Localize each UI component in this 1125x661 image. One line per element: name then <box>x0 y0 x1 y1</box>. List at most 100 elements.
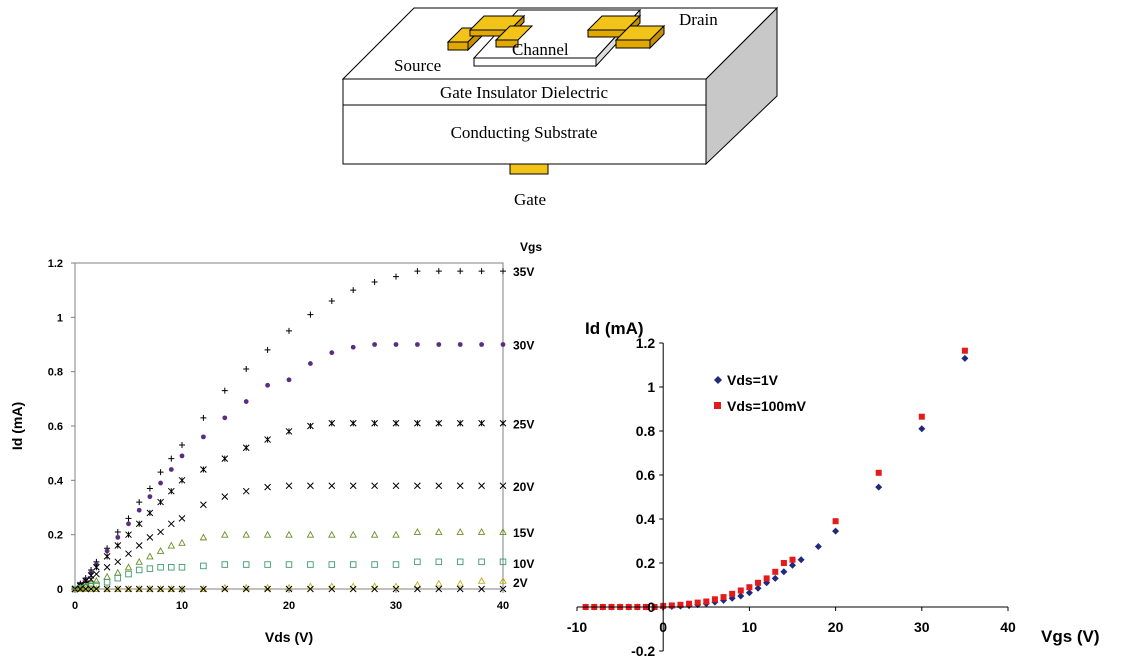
left-series-6-point <box>477 576 486 584</box>
right-series-1-point <box>694 599 701 606</box>
right-series-0-point <box>771 574 779 582</box>
left-series-3-point <box>435 482 443 490</box>
x-tick-label: 10 <box>742 619 758 635</box>
right-series-0-point <box>918 425 926 433</box>
left-series-2-point <box>349 419 357 427</box>
right-series-0-point <box>754 584 762 592</box>
left-series-6-point <box>146 585 154 592</box>
left-series-4-point <box>392 530 400 538</box>
left-series-5-point <box>146 565 154 572</box>
left-series-3-point <box>103 563 111 571</box>
right-series-1-point <box>703 598 710 605</box>
left-series-4-point <box>477 528 486 535</box>
left-series-4-point <box>124 563 133 571</box>
left-series-3-point <box>349 482 357 490</box>
left-series-7-point <box>82 585 90 593</box>
left-series-2-point <box>392 419 400 427</box>
right-series-1-point <box>772 568 779 575</box>
left-series-6-point <box>92 585 101 592</box>
left-series-0-point <box>221 387 228 394</box>
left-series-4-point <box>221 530 229 538</box>
left-series-4-point <box>306 530 315 538</box>
label-source: Source <box>394 56 441 75</box>
left-series-4-point <box>167 541 176 549</box>
right-series-1-point <box>737 587 744 594</box>
left-series-1-point <box>286 377 292 383</box>
y-tick-label: 0.8 <box>636 423 656 439</box>
y-tick-label: 0.2 <box>48 530 63 542</box>
left-series-3-point <box>264 483 271 491</box>
left-series-6-point <box>81 585 90 592</box>
left-series-0-point <box>393 273 399 280</box>
left-series-7-point <box>114 585 122 593</box>
left-series-2-point <box>93 563 100 571</box>
left-series-6-point <box>103 585 111 592</box>
left-series-5-point <box>114 574 122 582</box>
source-contact <box>446 14 534 52</box>
right-series-1-point <box>780 560 787 566</box>
legend-marker-vds-100mv <box>714 402 721 409</box>
y-tick-label: 1 <box>57 312 63 324</box>
y-tick-label: 1 <box>647 379 655 395</box>
left-series-7-point <box>221 585 229 593</box>
left-series-7-point <box>328 585 336 593</box>
right-series-0-point <box>961 354 969 362</box>
right-series-0-point <box>797 556 805 564</box>
left-series-0-point <box>125 515 132 522</box>
right-series-1-point <box>729 590 736 597</box>
left-series-4-point <box>370 530 379 538</box>
left-series-6-point <box>156 585 165 592</box>
left-series-3-point <box>478 482 485 490</box>
left-series-2-point <box>264 436 271 443</box>
left-series-3-point <box>114 558 122 566</box>
left-series-1-point <box>104 548 110 554</box>
left-series-5-point <box>264 561 271 568</box>
left-series-7-point <box>103 585 111 593</box>
left-series-1-point <box>147 494 153 500</box>
left-series-3-point <box>221 493 229 500</box>
y-tick-label: 0.4 <box>48 475 64 487</box>
left-series-4-point <box>92 576 101 584</box>
y-tick-label: -0.2 <box>631 643 655 659</box>
left-series-2-point <box>499 419 507 427</box>
left-series-4-point <box>146 552 154 560</box>
series-labels: 35V 30V 25V 20V 15V 10V 2V <box>513 265 534 590</box>
left-series-1-point <box>126 521 131 527</box>
left-series-5-point <box>307 561 314 568</box>
x-tick-label: 20 <box>828 619 844 635</box>
left-series-0-point <box>243 365 250 372</box>
left-series-5-point <box>242 561 250 568</box>
axes: -10 0 10 20 30 40-0.200.20.40.60.811.2 <box>567 335 1016 659</box>
left-series-5-point <box>456 558 464 566</box>
left-series-5-point <box>371 561 378 568</box>
axes: 0 10 20 30 40 0 0.2 0.4 0.6 0.8 1 1.2 <box>48 258 509 612</box>
left-series-0-point <box>168 455 175 462</box>
label-drain: Drain <box>679 10 718 29</box>
left-series-5-point <box>221 561 229 568</box>
left-series-5-point <box>499 558 507 566</box>
y-tick-label: 0.6 <box>636 467 656 483</box>
left-series-3-point <box>328 482 336 490</box>
left-series-4-point <box>413 528 422 535</box>
legend-marker-vds-1v <box>714 376 722 384</box>
left-series-7-point <box>167 585 175 593</box>
legend-title: Vgs <box>520 240 542 254</box>
left-series-3-point <box>307 482 314 490</box>
left-series-1-point <box>436 342 442 347</box>
y-tick-label: 0.6 <box>48 421 63 433</box>
left-series-4-point <box>499 528 507 535</box>
left-series-5-point <box>349 561 357 568</box>
x-tick-label: -10 <box>567 619 587 635</box>
right-series-1-point <box>711 596 718 603</box>
right-series-1-point <box>763 575 770 582</box>
left-series-7-point <box>414 585 421 593</box>
left-series-0-point <box>478 268 485 275</box>
left-series-5-point <box>178 564 186 571</box>
series-marks <box>71 268 507 593</box>
series-marks <box>582 347 969 611</box>
left-series-6-point <box>76 585 85 592</box>
left-series-7-point <box>371 585 378 593</box>
series-label: 10V <box>513 557 534 571</box>
gate-contact <box>509 163 549 175</box>
